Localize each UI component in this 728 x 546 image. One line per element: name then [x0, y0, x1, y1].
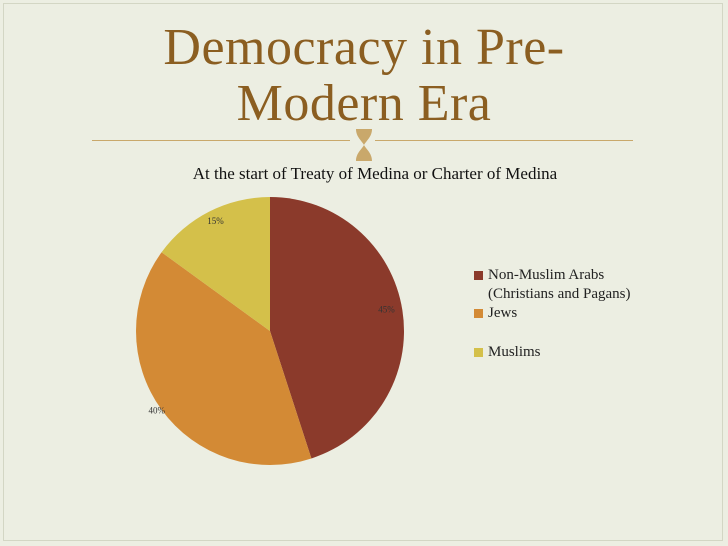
- pie-slice-non-muslim: [270, 197, 404, 459]
- legend-item-non-muslim-arabs: Non-Muslim Arabs (Christians and Pagans): [474, 266, 630, 304]
- title-rule-left: [92, 140, 350, 141]
- slide-title: Democracy in Pre- Modern Era: [0, 20, 728, 132]
- legend-label-jews: Jews: [488, 305, 518, 321]
- slide-title-line-1: Democracy in Pre-: [163, 19, 565, 76]
- pie-slice-jews: [136, 252, 312, 465]
- legend-swatch-muslims: [474, 348, 483, 357]
- legend-label-muslims: Muslims: [488, 344, 541, 360]
- legend-swatch-non-muslim-arabs: [474, 271, 483, 280]
- slide-frame: [3, 3, 723, 541]
- hourglass-ornament-icon: [356, 129, 372, 161]
- legend-label-non-muslim-arabs-line1: Non-Muslim Arabs: [488, 267, 605, 283]
- pie-data-label: 45%: [378, 305, 395, 315]
- legend-label-non-muslim-arabs-line2: (Christians and Pagans): [488, 286, 631, 302]
- pie-data-label: 40%: [148, 405, 165, 415]
- pie-slice-muslims: [161, 197, 270, 331]
- chart-title: At the start of Treaty of Medina or Char…: [192, 164, 558, 183]
- legend-item-muslims: Muslims: [474, 343, 630, 362]
- pie-data-label: 15%: [207, 216, 224, 226]
- chart-legend: Non-Muslim Arabs (Christians and Pagans)…: [474, 266, 630, 362]
- slide-title-line-2: Modern Era: [236, 75, 492, 132]
- legend-swatch-jews: [474, 309, 483, 318]
- legend-item-jews: Jews: [474, 304, 630, 323]
- title-rule-right: [375, 140, 633, 141]
